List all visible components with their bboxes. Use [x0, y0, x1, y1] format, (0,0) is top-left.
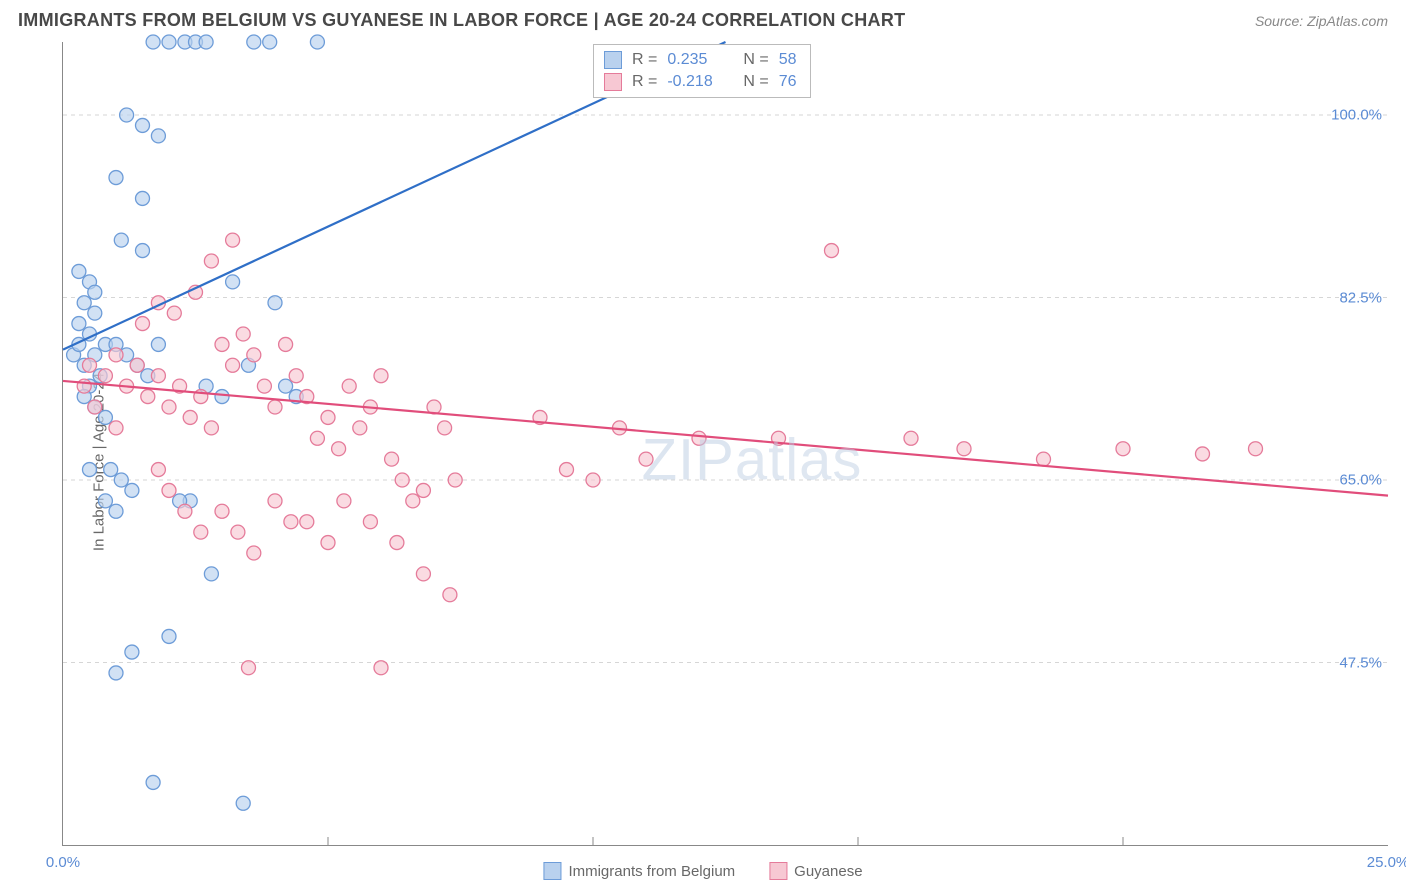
n-value-guyanese: 76 [779, 73, 797, 91]
legend-item-guyanese: Guyanese [769, 862, 862, 880]
swatch-guyanese [604, 73, 622, 91]
plot-svg [63, 42, 1388, 845]
chart-title: IMMIGRANTS FROM BELGIUM VS GUYANESE IN L… [18, 10, 905, 31]
chart-area: In Labor Force | Age 20-24 ZIPatlas R = … [18, 42, 1388, 882]
legend-label-belgium: Immigrants from Belgium [568, 863, 735, 880]
chart-source: Source: ZipAtlas.com [1255, 13, 1388, 29]
y-tick-label: 100.0% [1331, 107, 1382, 124]
legend-label-guyanese: Guyanese [794, 863, 862, 880]
x-tick-label: 0.0% [46, 854, 80, 871]
legend-swatch-belgium [543, 862, 561, 880]
chart-header: IMMIGRANTS FROM BELGIUM VS GUYANESE IN L… [0, 0, 1406, 37]
n-value-belgium: 58 [779, 51, 797, 69]
y-tick-label: 47.5% [1339, 654, 1382, 671]
swatch-belgium [604, 51, 622, 69]
scatter-plot: ZIPatlas R = 0.235 N = 58 R = -0.218 N =… [62, 42, 1388, 846]
x-tick-label: 25.0% [1367, 854, 1406, 871]
stats-row-guyanese: R = -0.218 N = 76 [604, 71, 796, 93]
bottom-legend: Immigrants from Belgium Guyanese [543, 862, 862, 880]
legend-swatch-guyanese [769, 862, 787, 880]
r-value-belgium: 0.235 [667, 51, 723, 69]
legend-item-belgium: Immigrants from Belgium [543, 862, 735, 880]
r-value-guyanese: -0.218 [667, 73, 723, 91]
y-tick-label: 82.5% [1339, 289, 1382, 306]
correlation-stats-box: R = 0.235 N = 58 R = -0.218 N = 76 [593, 44, 811, 98]
y-tick-label: 65.0% [1339, 472, 1382, 489]
stats-row-belgium: R = 0.235 N = 58 [604, 49, 796, 71]
